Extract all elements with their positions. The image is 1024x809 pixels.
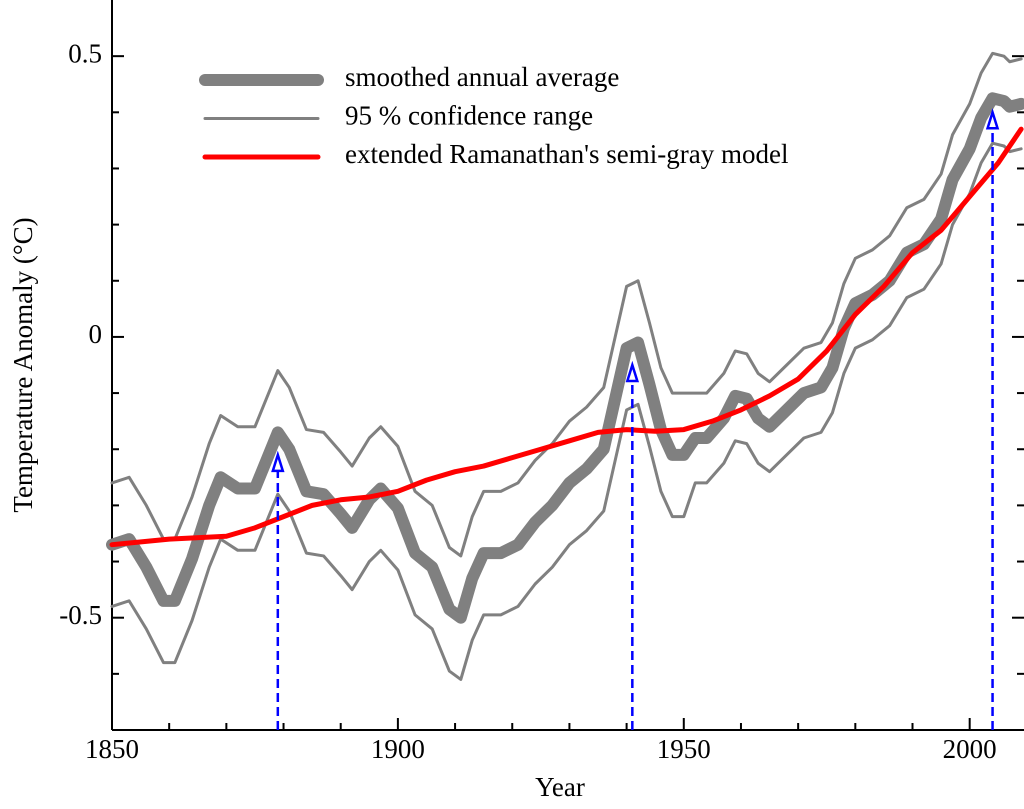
arrow-head <box>271 450 285 473</box>
confidence-lower <box>110 141 1023 681</box>
y-tick-label: 0.5 <box>68 38 102 68</box>
legend-label: smoothed annual average <box>345 62 619 92</box>
y-axis-label: Temperature Anomaly (°C) <box>8 217 38 512</box>
x-axis-label: Year <box>535 772 585 802</box>
data-line <box>109 126 1024 548</box>
x-tick-label: 1900 <box>371 734 425 764</box>
legend-label: extended Ramanathan's semi-gray model <box>345 139 788 169</box>
arrow-head <box>625 360 640 383</box>
y-tick-label: 0 <box>89 319 103 349</box>
x-tick-label: 1950 <box>657 734 711 764</box>
y-tick-label: -0.5 <box>59 600 102 630</box>
arrow-head <box>985 108 1000 130</box>
x-tick-label: 2000 <box>943 734 997 764</box>
x-tick-label: 1850 <box>85 734 139 764</box>
legend-label: 95 % confidence range <box>345 101 593 131</box>
data-line <box>106 92 1024 624</box>
confidence-upper <box>110 51 1023 558</box>
